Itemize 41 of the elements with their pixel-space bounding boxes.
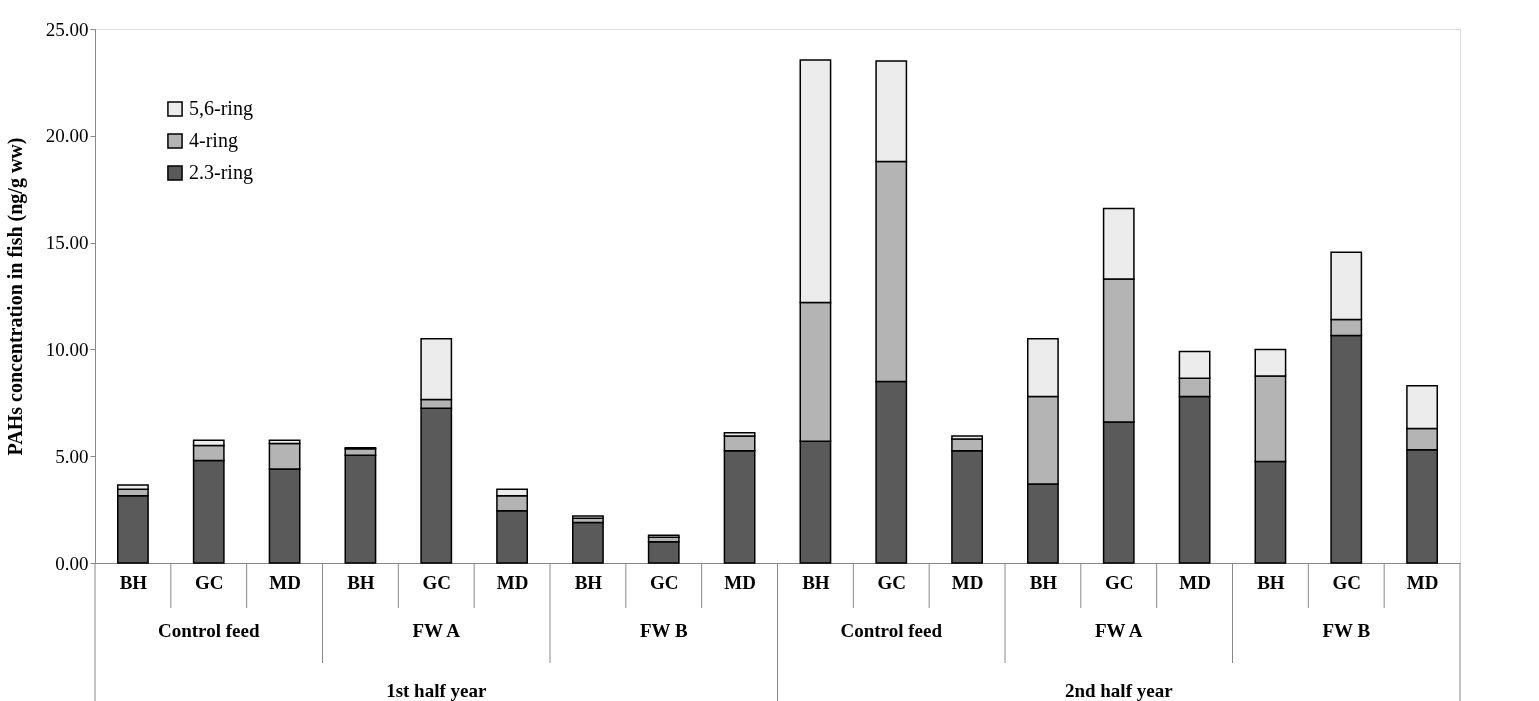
x-tick-label: MD xyxy=(1406,571,1439,593)
bar xyxy=(647,540,680,564)
text: FW A xyxy=(412,620,461,641)
x-tick-label: BH xyxy=(119,571,148,593)
x-tick-label: MD xyxy=(951,571,984,593)
legend-label: 5,6-ring xyxy=(189,97,253,120)
bar xyxy=(572,515,604,519)
legend-label: 4-ring xyxy=(189,129,238,152)
y-axis-title: PAHs concentration in fish (ng/g ww) xyxy=(3,137,27,456)
x-tick-label: GC xyxy=(877,571,906,593)
text: 2nd half year xyxy=(1064,680,1174,701)
x-tick-label: GC xyxy=(1332,571,1361,593)
x-tick-label: BH xyxy=(1029,571,1058,593)
x-tick-label: MD xyxy=(724,571,756,593)
x-tick-label: MD xyxy=(496,571,529,593)
legend-label: 2.3-ring xyxy=(189,161,253,184)
x-tick-label: GC xyxy=(422,571,451,593)
x-tick-label: BH xyxy=(347,571,375,593)
x-tick-label: BH xyxy=(802,571,830,593)
text: Control feed xyxy=(840,620,943,641)
x-tick-label: GC xyxy=(195,571,224,593)
text: FW A xyxy=(1094,620,1143,641)
x-tick-label: GC xyxy=(650,571,679,593)
y-tick-label: 25.00 xyxy=(45,18,89,40)
text: FW B xyxy=(639,620,688,641)
y-tick-label: 0.00 xyxy=(55,552,89,574)
x-tick-label: MD xyxy=(1179,571,1211,593)
x-tick-label: MD xyxy=(269,571,301,593)
y-tick-label: 20.00 xyxy=(45,125,89,147)
x-tick-label: BH xyxy=(574,571,603,593)
y-tick-label: 5.00 xyxy=(55,445,89,467)
bar xyxy=(117,494,149,564)
y-tick-label: 10.00 xyxy=(45,338,89,360)
text: 1st half year xyxy=(386,680,487,701)
y-tick-label: 15.00 xyxy=(45,232,89,254)
text: Control feed xyxy=(158,620,260,641)
bar xyxy=(647,534,680,539)
text: FW B xyxy=(1322,620,1371,641)
x-tick-label: GC xyxy=(1105,571,1134,593)
bar xyxy=(572,521,604,564)
x-tick-label: BH xyxy=(1257,571,1285,593)
